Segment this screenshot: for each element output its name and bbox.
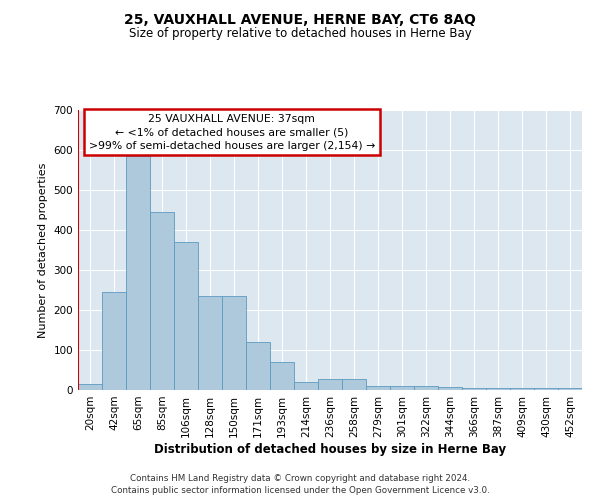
Bar <box>342 379 366 390</box>
Bar <box>270 362 294 390</box>
Text: Size of property relative to detached houses in Herne Bay: Size of property relative to detached ho… <box>128 28 472 40</box>
Bar <box>510 388 534 390</box>
Bar <box>222 296 246 390</box>
Bar <box>486 388 510 390</box>
Bar <box>462 388 486 390</box>
Bar <box>126 156 150 390</box>
Bar <box>198 296 222 390</box>
Bar <box>174 242 198 390</box>
Bar <box>246 342 270 390</box>
Bar <box>78 384 102 390</box>
Text: Distribution of detached houses by size in Herne Bay: Distribution of detached houses by size … <box>154 442 506 456</box>
Y-axis label: Number of detached properties: Number of detached properties <box>38 162 48 338</box>
Bar <box>150 212 174 390</box>
Bar <box>366 386 390 390</box>
Bar <box>438 387 462 390</box>
Text: Contains HM Land Registry data © Crown copyright and database right 2024.
Contai: Contains HM Land Registry data © Crown c… <box>110 474 490 495</box>
Bar <box>318 379 342 390</box>
Bar <box>558 388 582 390</box>
Bar <box>294 382 318 390</box>
Text: 25, VAUXHALL AVENUE, HERNE BAY, CT6 8AQ: 25, VAUXHALL AVENUE, HERNE BAY, CT6 8AQ <box>124 12 476 26</box>
Text: 25 VAUXHALL AVENUE: 37sqm
← <1% of detached houses are smaller (5)
>99% of semi-: 25 VAUXHALL AVENUE: 37sqm ← <1% of detac… <box>89 114 375 150</box>
Bar <box>102 292 126 390</box>
Bar <box>414 386 438 390</box>
Bar <box>390 386 414 390</box>
Bar <box>534 388 558 390</box>
